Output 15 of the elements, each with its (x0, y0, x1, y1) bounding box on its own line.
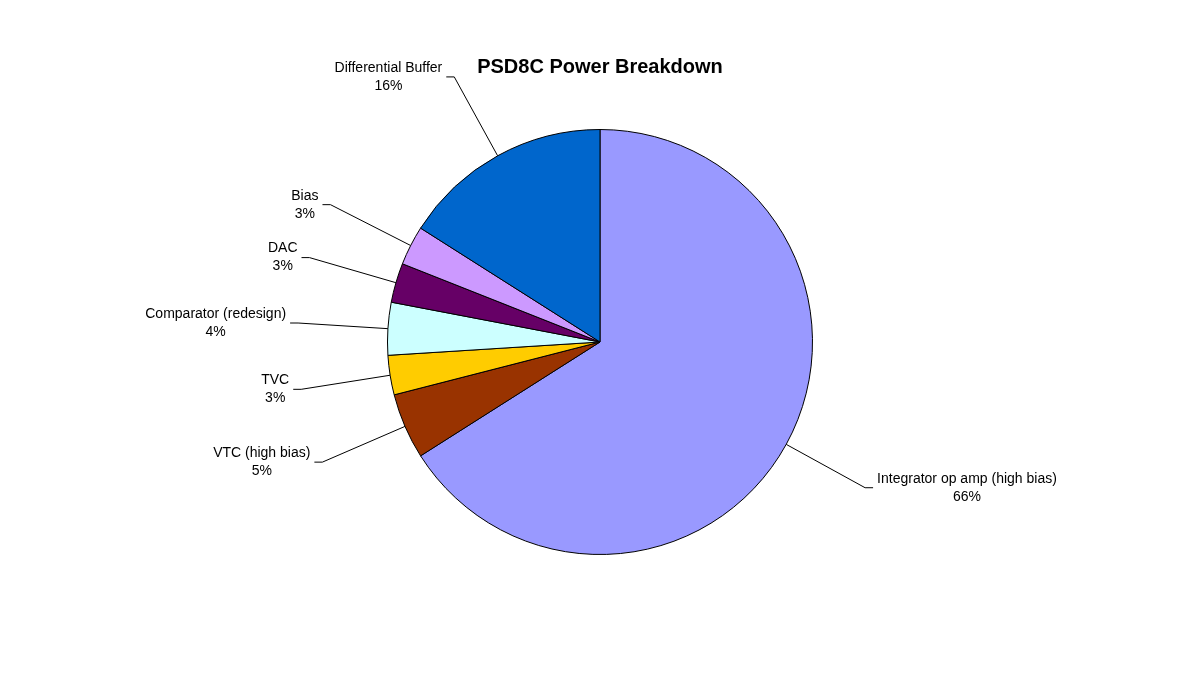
chart-title: PSD8C Power Breakdown (477, 54, 723, 77)
data-label: 3% (294, 204, 315, 221)
slice-label: Bias (291, 186, 319, 203)
data-label: 4% (205, 322, 226, 339)
data-label: 5% (251, 462, 272, 478)
slice-label: VTC (high bias) (213, 444, 311, 460)
data-label: 16% (374, 76, 403, 93)
data-label: 3% (265, 389, 286, 406)
data-label: 3% (272, 257, 293, 274)
slice-label: DAC (267, 239, 298, 256)
data-label: 66% (952, 487, 981, 504)
slice-label: Integrator op amp (high bias) (877, 469, 1057, 486)
slice-label: Comparator (redesign) (145, 304, 287, 321)
slice-label: Differential Buffer (334, 58, 443, 75)
slice-label: TVC (261, 371, 290, 388)
